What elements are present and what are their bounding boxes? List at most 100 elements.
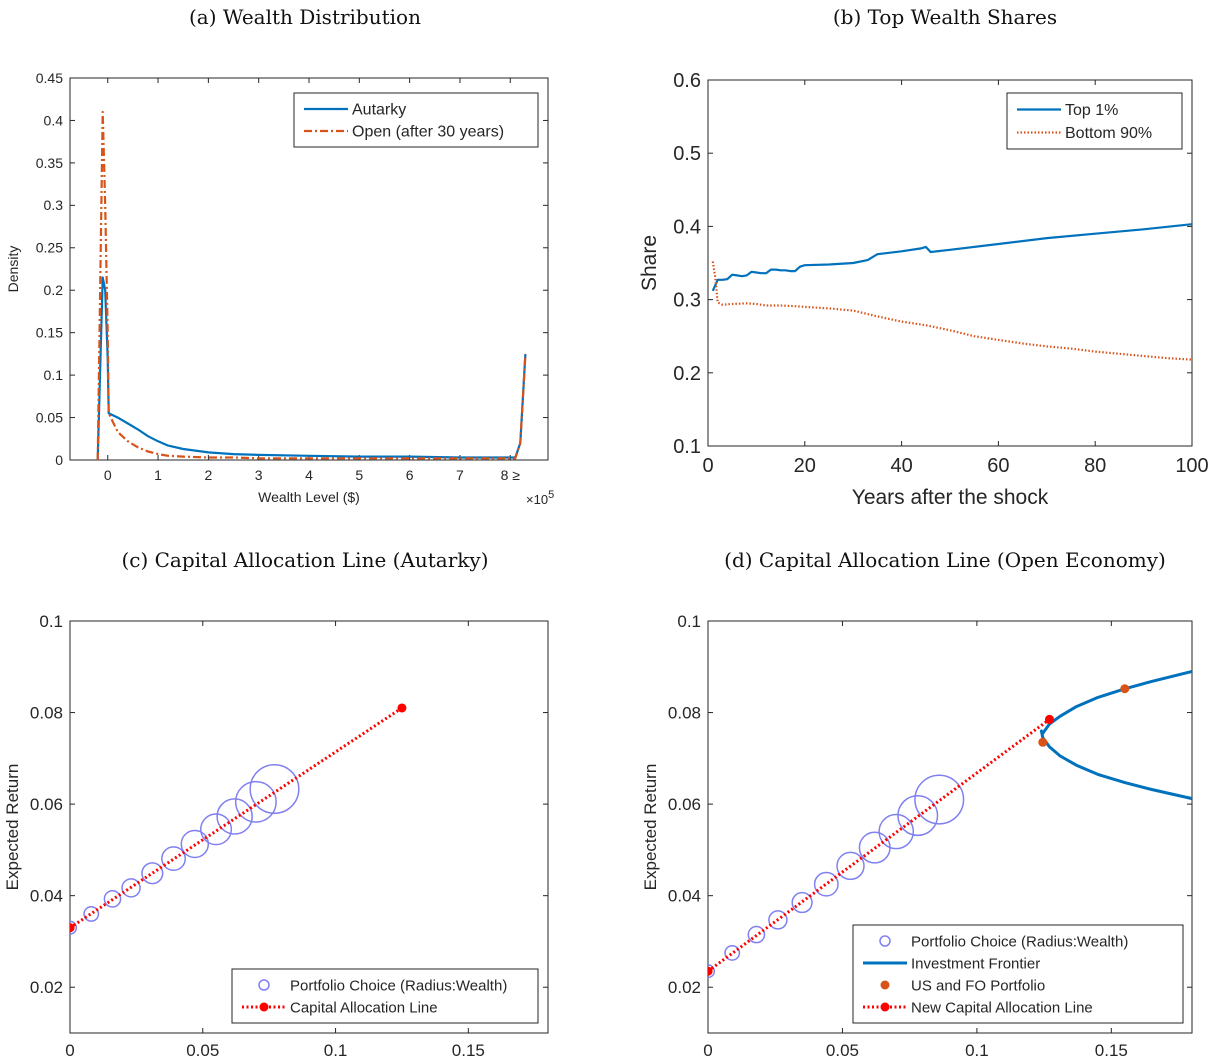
panel-d-legend-portfolio-choice-radius-wealth--label: Portfolio Choice (Radius:Wealth)	[911, 933, 1128, 950]
panel-b-legend-box	[1006, 92, 1183, 150]
panel-c-xtick-label: 0.15	[452, 1041, 485, 1057]
panel-d-series-portfolio-choice-radius-wealth--circle	[791, 891, 813, 914]
panel-b-xtick-label: 20	[794, 455, 816, 477]
panel-c-series-portfolio-choice-radius-wealth--circle	[83, 906, 100, 922]
panel-a-xtick-label: 7	[456, 467, 464, 483]
panel-c-ylabel: Expected Return	[3, 764, 22, 891]
panel-d-xtick-label: 0.15	[1095, 1041, 1128, 1057]
panel-d-xtick-label: 0.1	[965, 1041, 989, 1057]
panel-c-series-portfolio-choice-radius-wealth--circle	[180, 829, 210, 859]
panel-a-xtick-label: 2	[204, 467, 212, 483]
panel-d-series-portfolio-choice-radius-wealth--circle	[708, 964, 716, 979]
panel-a-xtick-label: 0	[104, 467, 112, 483]
panel-c-series-portfolio-choice-radius-wealth--circle	[161, 846, 187, 872]
panel-c-legend-portfolio-choice-radius-wealth--marker	[258, 979, 270, 991]
panel-a-ytick-label: 0.45	[36, 70, 63, 86]
panel-d-ytick-label: 0.02	[668, 978, 701, 997]
panel-d-ytick-label: 0.04	[668, 887, 701, 906]
panel-a-legend-autarky-label: Autarky	[352, 102, 406, 119]
panel-c-title: (c) Capital Allocation Line (Autarky)	[121, 548, 489, 572]
panel-d-legend-new-capital-allocation-line-label: New Capital Allocation Line	[911, 999, 1093, 1016]
panel-a-title: (a) Wealth Distribution	[189, 5, 421, 29]
panel-c-cal-origin-dot	[70, 923, 75, 933]
panel-a-ytick-label: 0.15	[36, 325, 63, 341]
panel-c-ytick-label: 0.04	[30, 887, 63, 906]
panel-a-ytick-label: 0.3	[44, 197, 64, 213]
panel-a-ytick-label: 0.25	[36, 240, 63, 256]
panel-a-plot-area	[96, 110, 527, 460]
panel-a-xtick-label: 4	[305, 467, 313, 483]
panel-a-xtick-label: 8 ≥	[501, 467, 521, 483]
panel-d-axes-box	[707, 620, 1193, 1034]
panel-b-ytick-label: 0.1	[673, 436, 701, 458]
panel-c-legend-capital-allocation-line-marker	[259, 1002, 269, 1012]
panel-a-ytick-label: 0.1	[44, 367, 64, 383]
panel-d-series-new-capital-allocation-line-endpoint	[1044, 714, 1054, 724]
panel-b-ytick-label: 0.3	[673, 290, 701, 312]
panel-c-ytick-label: 0.02	[30, 978, 63, 997]
panel-b-title: (b) Top Wealth Shares	[832, 5, 1058, 29]
panel-d-series-portfolio-choice-radius-wealth--circle	[897, 795, 939, 837]
panel-c-series-portfolio-choice-radius-wealth--circle	[249, 763, 300, 815]
panel-a-xlabel: Wealth Level ($)	[258, 489, 360, 505]
panel-a-ytick-label: 0.35	[36, 155, 63, 171]
panel-b-xtick-label: 100	[1175, 455, 1208, 477]
panel-d-series-portfolio-choice-radius-wealth--circle	[914, 774, 965, 825]
panel-d-series-us-and-fo-portfolio-dot	[1038, 737, 1048, 747]
panel-a-ytick-label: 0	[55, 452, 63, 468]
panel-c-ytick-label: 0.08	[30, 704, 63, 723]
panel-d-xtick-label: 0	[703, 1041, 712, 1057]
panel-b-series-top-1--line	[711, 223, 1192, 292]
panel-c-series-portfolio-choice-radius-wealth--circle	[70, 920, 78, 935]
panel-d-series-portfolio-choice-radius-wealth--circle	[768, 910, 788, 930]
panel-d-ylabel: Expected Return	[641, 764, 660, 891]
panel-d-legend-new-capital-allocation-line-marker	[880, 1002, 890, 1012]
panel-b-ytick-label: 0.5	[673, 143, 701, 165]
panel-b-xtick-label: 80	[1084, 455, 1106, 477]
panel-d-series-investment-frontier-line	[1039, 669, 1192, 801]
panel-c-ytick-label: 0.1	[39, 612, 63, 631]
panel-c-xtick-label: 0.05	[186, 1041, 219, 1057]
panel-a-legend-box	[293, 92, 539, 148]
panel-d-series-new-capital-allocation-line-line	[708, 718, 1051, 973]
panel-a-series-open-after-30-years--line	[96, 110, 527, 460]
panel-a-ytick-label: 0.2	[44, 282, 64, 298]
panel-b-ylabel: Share	[638, 235, 661, 291]
panel-d-plot-area	[708, 669, 1192, 979]
panel-d-legend-box	[852, 924, 1184, 1024]
panel-d-legend-investment-frontier-label: Investment Frontier	[911, 955, 1040, 972]
panel-b-xtick-label: 0	[702, 455, 713, 477]
panel-a-ytick-label: 0.4	[44, 112, 64, 128]
panel-d-legend-us-and-fo-portfolio-marker	[880, 980, 890, 990]
panel-b-ytick-label: 0.4	[673, 216, 701, 238]
panel-d-ytick-label: 0.1	[677, 612, 701, 631]
panel-c-series-portfolio-choice-radius-wealth--circle	[121, 878, 141, 898]
panel-c-legend-portfolio-choice-radius-wealth--label: Portfolio Choice (Radius:Wealth)	[290, 977, 507, 994]
panel-c-series-portfolio-choice-radius-wealth--circle	[200, 813, 233, 846]
panel-d-xtick-label: 0.05	[826, 1041, 859, 1057]
panel-a-xtick-label: 3	[255, 467, 263, 483]
panel-c-legend-box	[231, 968, 539, 1024]
panel-d-series-portfolio-choice-radius-wealth--circle	[747, 925, 766, 944]
panel-c-legend-capital-allocation-line-label: Capital Allocation Line	[290, 999, 438, 1016]
panel-c-series-portfolio-choice-radius-wealth--circle	[141, 862, 164, 885]
panel-a-ytick-label: 0.05	[36, 409, 63, 425]
panel-d-ytick-label: 0.08	[668, 704, 701, 723]
panel-d-series-portfolio-choice-radius-wealth--circle	[836, 851, 865, 881]
panel-d-series-portfolio-choice-radius-wealth--circle	[878, 813, 915, 850]
panel-d-ytick-label: 0.06	[668, 795, 701, 814]
panel-a-xtick-label: 6	[406, 467, 414, 483]
panel-c-xtick-label: 0	[65, 1041, 74, 1057]
panel-b-ytick-label: 0.6	[673, 70, 701, 92]
panel-d-cal-origin-dot	[708, 966, 713, 976]
panel-b-legend-top-1--label: Top 1%	[1065, 102, 1118, 119]
panel-c-series-portfolio-choice-radius-wealth--circle	[216, 798, 253, 835]
panel-a-legend-open-after-30-years--label: Open (after 30 years)	[352, 124, 504, 141]
panel-b-series-bottom-90--line	[711, 261, 1192, 361]
panel-b-xlabel: Years after the shock	[852, 486, 1049, 509]
panel-d-series-us-and-fo-portfolio-dot	[1120, 684, 1130, 694]
panel-a-series-autarky-line	[96, 276, 527, 460]
panel-d-legend-us-and-fo-portfolio-label: US and FO Portfolio	[911, 977, 1045, 994]
panel-a-x-exponent-power: 5	[548, 489, 554, 501]
